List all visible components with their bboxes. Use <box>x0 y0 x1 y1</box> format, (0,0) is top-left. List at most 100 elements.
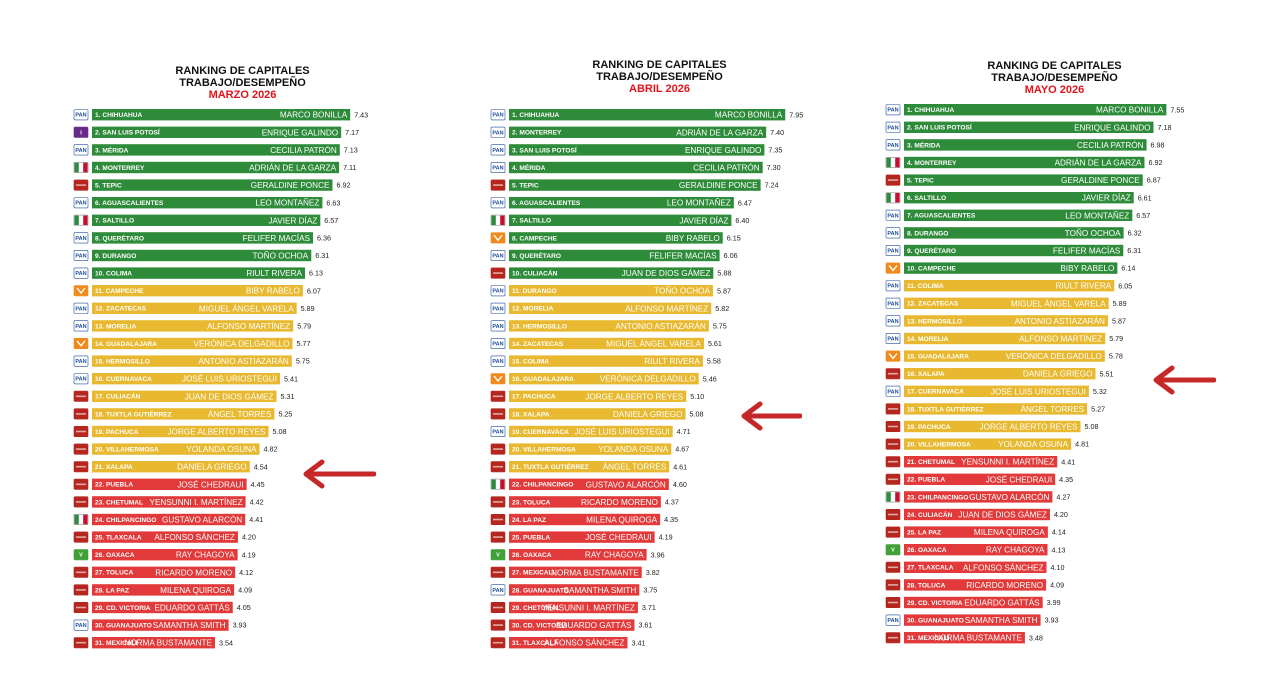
bar-mayor-label: LEO MONTAÑEZ <box>255 198 319 208</box>
bar-city-label: 22. PUEBLA <box>907 477 945 484</box>
bar-mayor-label: GERALDINE PONCE <box>679 181 758 190</box>
bar-value-label: 5.77 <box>297 339 311 348</box>
bar-mayor-label: ALFONSO SÁNCHEZ <box>154 532 235 542</box>
svg-text:PAN: PAN <box>492 430 503 436</box>
party-logo-icon <box>73 584 89 596</box>
party-logo-icon <box>885 579 901 591</box>
bar-row: 29. CD. VICTORIA EDUARDO GATTÁS 4.05 <box>73 601 251 614</box>
party-logo-icon: PAN <box>73 355 89 367</box>
party-logo-icon: PAN <box>490 285 506 297</box>
bar-value-label: 5.32 <box>1093 387 1107 396</box>
bar-mayor-label: JORGE ALBERTO REYES <box>980 423 1079 432</box>
svg-text:PAN: PAN <box>492 130 503 136</box>
title-line-2: TRABAJO/DESEMPEÑO <box>991 72 1118 84</box>
bar <box>92 619 229 631</box>
bar-city-label: 18. TUXTLA GUTIÉRREZ <box>907 404 984 413</box>
party-logo-icon <box>73 496 89 508</box>
bar <box>92 355 292 367</box>
bar-city-label: 27. TLAXCALA <box>907 565 954 572</box>
party-logo-icon <box>885 156 901 168</box>
bar-mayor-label: NORMA BUSTAMANTE <box>124 639 212 648</box>
party-logo-icon <box>885 350 901 362</box>
svg-text:V: V <box>496 553 500 559</box>
svg-text:PAN: PAN <box>75 148 86 154</box>
bar-mayor-label: DANIELA GRIEGO <box>613 410 683 419</box>
bar-mayor-label: JORGE ALBERTO REYES <box>585 392 684 401</box>
bar-mayor-label: SAMANTHA SMITH <box>965 616 1038 625</box>
party-logo-icon <box>73 566 89 578</box>
bar <box>509 232 723 244</box>
bar-row: PAN 30. GUANAJUATO SAMANTHA SMITH 3.93 <box>885 614 1059 626</box>
bar <box>904 491 1053 503</box>
bar-mayor-label: VERÓNICA DELGADILLO <box>600 374 696 384</box>
svg-text:PAN: PAN <box>887 301 898 307</box>
party-logo-icon: PAN <box>885 209 901 221</box>
bar-mayor-label: GERALDINE PONCE <box>1061 176 1140 185</box>
bar-row: PAN 2. SAN LUIS POTOSÍ ENRIQUE GALINDO 7.18 <box>885 121 1172 133</box>
bar-mayor-label: ALFONSO MARTÍNEZ <box>625 303 708 313</box>
party-logo-icon: PAN <box>73 267 89 279</box>
bar <box>509 637 628 649</box>
bar <box>92 214 321 226</box>
bar-mayor-label: BIBY RABELO <box>246 287 300 296</box>
bar-value-label: 4.37 <box>665 498 679 507</box>
party-logo-icon <box>885 508 901 520</box>
svg-text:PAN: PAN <box>75 324 86 330</box>
bar-mayor-label: JORGE ALBERTO REYES <box>168 428 267 437</box>
party-logo-icon: PAN <box>885 333 901 345</box>
bar-mayor-label: YENSUNNI I. MARTÍNEZ <box>542 603 635 613</box>
bar-mayor-label: ADRIÁN DE LA GARZA <box>1055 158 1142 168</box>
bar-city-label: 7. SALTILLO <box>512 218 551 225</box>
party-logo-icon: V <box>490 549 506 561</box>
bar <box>509 531 655 543</box>
bar-row: 10. CAMPECHE BIBY RABELO 6.14 <box>885 262 1135 274</box>
bar <box>904 473 1056 485</box>
bar-row: 25. LA PAZ MILENA QUIROGA 4.14 <box>885 526 1066 538</box>
bar-mayor-label: JOSÉ LUIS URIOSTEGUI <box>182 374 277 384</box>
bar-city-label: 12. MORELIA <box>512 306 554 313</box>
bar-value-label: 3.93 <box>233 621 247 630</box>
bar-value-label: 6.98 <box>1151 141 1165 150</box>
bar-mayor-label: EDUARDO GATTÁS <box>154 603 230 613</box>
bar-city-label: 13. MORELIA <box>95 323 137 330</box>
bar <box>92 249 312 262</box>
bar-value-label: 3.82 <box>646 568 660 577</box>
bar-row: 25. PUEBLA JOSÉ CHEDRAUI 4.19 <box>490 531 673 543</box>
bar <box>904 508 1050 521</box>
party-logo-icon <box>885 420 901 432</box>
bar-mayor-label: RIULT RIVERA <box>246 269 302 278</box>
bar-mayor-label: TOÑO OCHOA <box>654 286 710 296</box>
bar-city-label: 24. CHILPANCINGO <box>95 517 156 524</box>
party-logo-icon: PAN <box>73 232 89 244</box>
bar-value-label: 6.32 <box>1128 229 1142 238</box>
party-logo-icon: PAN <box>490 109 506 121</box>
bar-value-label: 4.35 <box>1059 475 1073 484</box>
bar-city-label: 2. SAN LUIS POTOSÍ <box>95 128 160 137</box>
bar-city-label: 20. VILLAHERMOSA <box>512 447 576 454</box>
bar-chart: PAN 1. CHIHUAHUA MARCO BONILLA 7.55 PAN 2. SA… <box>882 104 1227 654</box>
bar-city-label: 2. SAN LUIS POTOSÍ <box>907 123 972 132</box>
bar <box>509 214 732 226</box>
bar-value-label: 5.79 <box>1109 334 1123 343</box>
bar-value-label: 4.41 <box>249 515 263 524</box>
bar-row: 29. CD. VICTORIA EDUARDO GATTÁS 3.99 <box>885 596 1061 609</box>
party-logo-icon <box>73 179 89 191</box>
bar-city-label: 3. SAN LUIS POTOSÍ <box>512 145 577 154</box>
bar-city-label: 20. VILLAHERMOSA <box>907 442 971 449</box>
title-line-1: RANKING DE CAPITALES <box>987 60 1122 72</box>
bar-mayor-label: JOSÉ LUIS URIOSTEGUI <box>991 386 1086 396</box>
bar-mayor-label: RIULT RIVERA <box>644 357 700 366</box>
bar-row: 23. TOLUCA RICARDO MORENO 4.37 <box>490 496 679 508</box>
bar-mayor-label: MILENA QUIROGA <box>160 586 232 595</box>
bar-row: PAN 13. HERMOSILLO ANTONIO ASTIAZARÁN 5.87 <box>885 315 1126 327</box>
party-logo-icon <box>490 267 506 279</box>
bar-mayor-label: MIGUEL ÁNGEL VARELA <box>1011 298 1106 308</box>
bar-row: 6. SALTILLO JAVIER DÍAZ 6.61 <box>885 192 1152 204</box>
bar-mayor-label: ANTONIO ASTIAZARÁN <box>615 321 705 331</box>
highlight-arrow-mayo <box>1153 365 1216 395</box>
bar-value-label: 4.45 <box>251 480 265 489</box>
bar <box>92 443 260 455</box>
bar-value-label: 3.71 <box>642 603 656 612</box>
party-logo-icon: PAN <box>73 320 89 332</box>
